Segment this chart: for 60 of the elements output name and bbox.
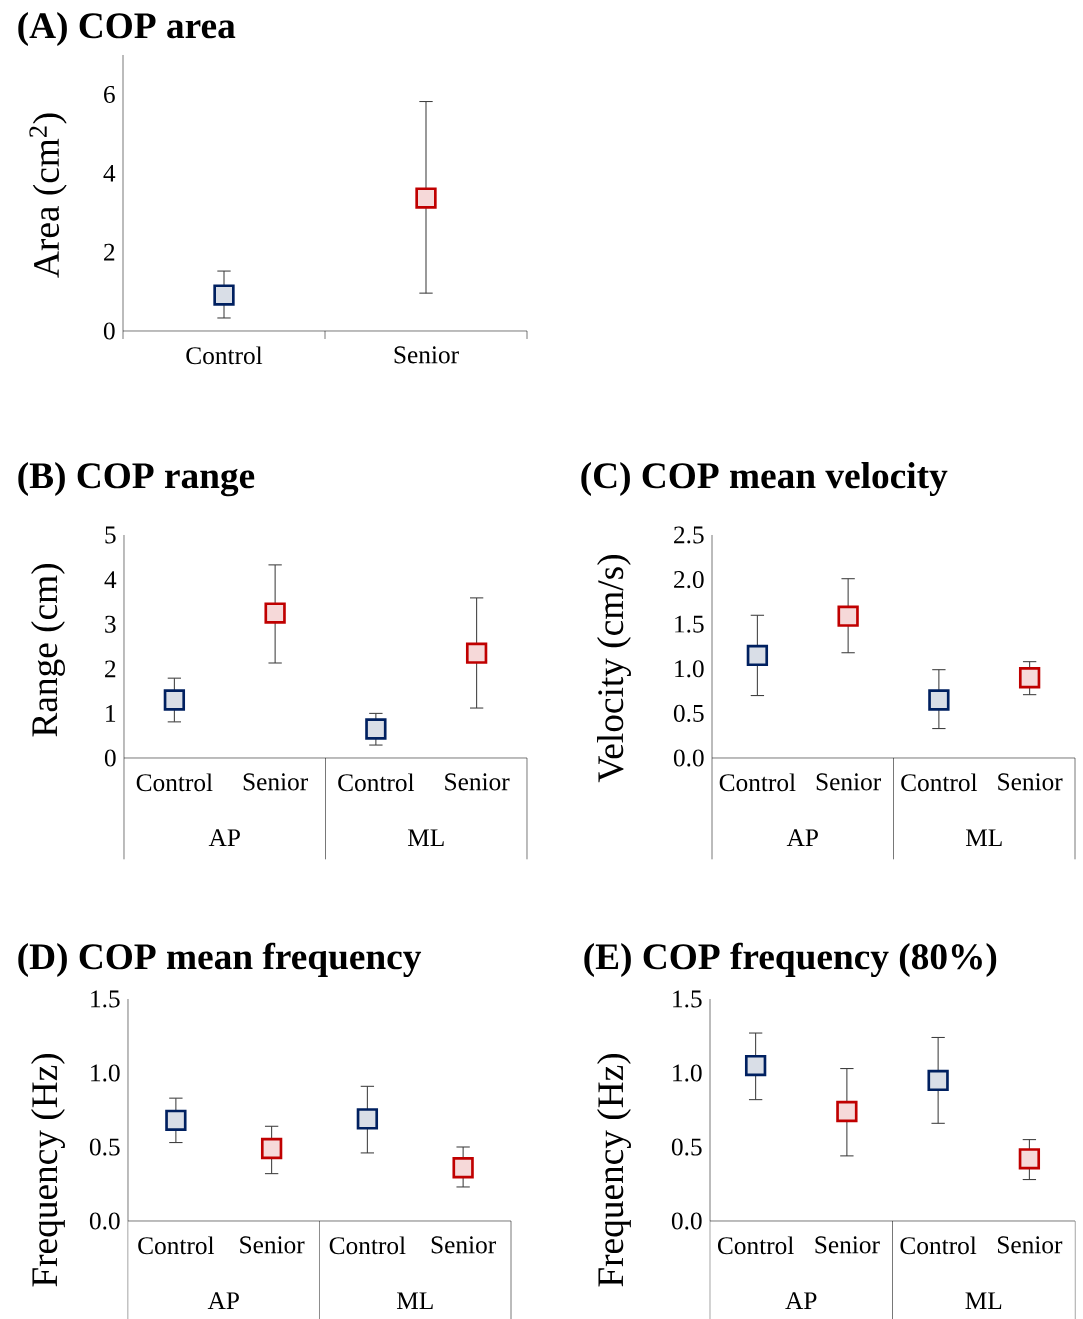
y-axis-title: Frequency (Hz) <box>31 1053 65 1287</box>
x-tick-label: Senior <box>816 773 881 791</box>
y-tick-label: 0.0 <box>673 749 704 767</box>
text: ML <box>396 1292 433 1309</box>
x-tick-label: Senior <box>394 346 459 364</box>
y-tick-label: 2 <box>105 660 116 678</box>
x-tick-label: Senior <box>445 773 510 791</box>
y-axis-title: Range (cm) <box>31 564 65 737</box>
x-tick-label: Control <box>717 1236 794 1255</box>
y-tick-label: 4 <box>103 164 116 182</box>
chart-title: (D) COP mean frequency <box>18 942 422 978</box>
x-tick-label: Control <box>900 1236 977 1255</box>
x-tick-label: Control <box>186 346 263 365</box>
text: AP <box>786 829 818 846</box>
y-tick-label: 2 <box>104 243 115 261</box>
y-tick-label: 3 <box>105 615 116 633</box>
x-tick-label: Senior <box>998 1236 1063 1254</box>
x-tick-label: Senior <box>998 773 1063 791</box>
y-tick-label: 1 <box>106 705 116 722</box>
y-tick-label: 0 <box>103 322 115 340</box>
y-axis-title: Area (cm$^{2}$) <box>29 113 67 278</box>
y-tick-label: 0.5 <box>673 704 704 722</box>
x-tick-label: Control <box>719 773 796 792</box>
chart-title: (C) COP mean velocity <box>581 462 948 497</box>
y-tick-label: 6 <box>104 85 115 103</box>
y-tick-label: 0.5 <box>89 1138 120 1156</box>
x-tick-label: Control <box>338 773 415 792</box>
y-tick-label: 2.5 <box>674 526 704 544</box>
x-tick-label: Control <box>329 1236 406 1255</box>
y-tick-label: 2.0 <box>674 571 704 589</box>
x-tick-label: Control <box>136 773 213 792</box>
text: AP <box>207 1292 239 1309</box>
text: ML <box>965 1292 1002 1309</box>
y-axis-title: Velocity (cm/s) <box>597 555 631 783</box>
y-tick-label: 0.5 <box>671 1138 702 1156</box>
text: AP <box>208 829 240 846</box>
x-tick-label: Senior <box>815 1236 880 1254</box>
text: ML <box>965 829 1002 846</box>
y-tick-label: 1.5 <box>675 615 704 633</box>
y-tick-label: 4 <box>104 571 117 588</box>
chart-title: (B) COP range <box>18 462 255 497</box>
y-tick-label: 1.0 <box>91 1064 120 1082</box>
x-tick-label: Control <box>138 1236 215 1255</box>
y-tick-label: 1.0 <box>675 660 704 678</box>
y-tick-label: 0.0 <box>89 1212 120 1230</box>
y-axis-title: Frequency (Hz) <box>597 1053 631 1287</box>
x-tick-label: Control <box>901 773 978 792</box>
x-tick-label: Senior <box>243 773 308 791</box>
text: AP <box>785 1292 817 1309</box>
x-tick-label: Senior <box>431 1236 496 1254</box>
y-tick-label: 5 <box>105 526 116 544</box>
y-tick-label: 1.0 <box>673 1064 702 1082</box>
x-tick-label: Senior <box>240 1236 305 1254</box>
y-tick-label: 1.5 <box>91 990 120 1008</box>
y-tick-label: 1.5 <box>673 990 702 1008</box>
chart-title: (E) COP frequency (80%) <box>584 942 997 978</box>
text: ML <box>407 829 444 846</box>
chart-title: (A) COP area <box>18 12 236 46</box>
y-tick-label: 0 <box>104 749 116 767</box>
y-tick-label: 0.0 <box>671 1212 702 1230</box>
